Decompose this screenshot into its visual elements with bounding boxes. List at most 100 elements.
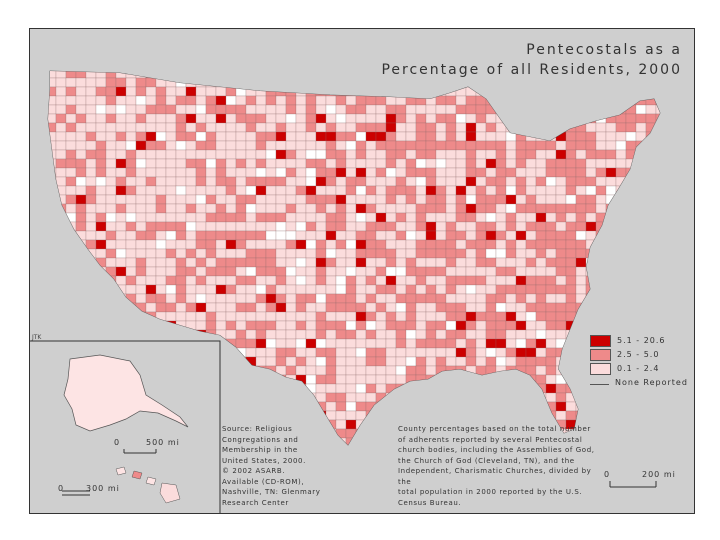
county-cell [365,158,377,169]
county-cell [365,230,377,241]
county-cell [315,104,327,115]
county-cell [315,275,327,286]
county-cell [595,185,607,196]
county-cell [205,185,217,196]
county-cell [65,131,77,142]
county-cell [435,275,447,286]
county-cell [525,266,537,277]
county-cell [435,329,447,340]
county-cell [295,176,307,187]
county-cell [55,95,67,106]
county-cell [545,311,557,322]
county-cell [315,230,327,241]
county-cell [125,77,137,88]
county-cell [295,293,307,304]
county-cell [375,248,387,259]
county-cell [535,149,547,160]
county-cell [365,203,377,214]
county-cell [385,302,397,313]
county-cell [335,95,347,106]
county-cell [115,158,127,169]
county-cell [395,347,407,358]
county-cell [425,293,437,304]
county-cell [155,203,167,214]
county-cell [115,212,127,223]
county-cell [285,122,297,133]
county-cell [245,347,257,358]
county-cell [235,158,247,169]
county-cell [75,203,87,214]
county-cell [465,122,477,133]
county-cell [445,293,457,304]
county-cell [335,257,347,268]
county-cell [215,284,227,295]
county-cell [125,284,137,295]
county-cell [85,239,97,250]
county-cell [425,302,437,313]
county-cell [525,194,537,205]
county-cell [145,266,157,277]
county-cell [125,140,137,151]
county-cell [305,311,317,322]
county-cell [275,356,287,367]
county-cell [285,221,297,232]
county-cell [405,311,417,322]
county-cell [105,131,117,142]
county-cell [355,302,367,313]
county-cell [95,248,107,259]
county-cell [405,347,417,358]
county-cell [605,140,617,151]
county-cell [605,167,617,178]
county-cell [355,383,367,394]
county-cell [255,257,267,268]
county-cell [475,338,487,349]
county-cell [75,122,87,133]
county-cell [365,275,377,286]
hawaii-shape [115,466,181,504]
county-cell [125,230,137,241]
county-cell [195,203,207,214]
county-cell [125,122,137,133]
county-cell [215,248,227,259]
county-cell [545,248,557,259]
county-cell [345,419,357,430]
county-cell [245,140,257,151]
county-cell [175,302,187,313]
county-cell [405,293,417,304]
county-cell [205,167,217,178]
county-cell [355,176,367,187]
legend-item: 5.1 - 20.6 [590,334,688,347]
county-cell [555,311,567,322]
county-cell [485,338,497,349]
county-cell [515,302,527,313]
county-cell [435,320,447,331]
county-cell [425,212,437,223]
county-cell [325,338,337,349]
county-cell [315,221,327,232]
county-cell [145,86,157,97]
county-cell [415,167,427,178]
county-cell [515,239,527,250]
county-cell [155,176,167,187]
county-cell [315,212,327,223]
county-cell [365,212,377,223]
county-cell [655,104,660,115]
county-cell [385,149,397,160]
county-cell [245,131,257,142]
county-cell [385,122,397,133]
county-cell [335,275,347,286]
county-cell [585,230,597,241]
county-cell [345,410,357,421]
county-cell [225,329,237,340]
scale-bars [62,449,657,496]
county-cell [215,131,227,142]
county-cell [165,284,177,295]
county-cell [65,203,77,214]
county-cell [315,158,327,169]
county-cell [245,158,257,169]
county-cell [255,275,267,286]
legend-label: 0.1 - 2.4 [617,364,660,373]
county-cell [485,311,497,322]
county-cell [315,257,327,268]
county-cell [65,86,77,97]
